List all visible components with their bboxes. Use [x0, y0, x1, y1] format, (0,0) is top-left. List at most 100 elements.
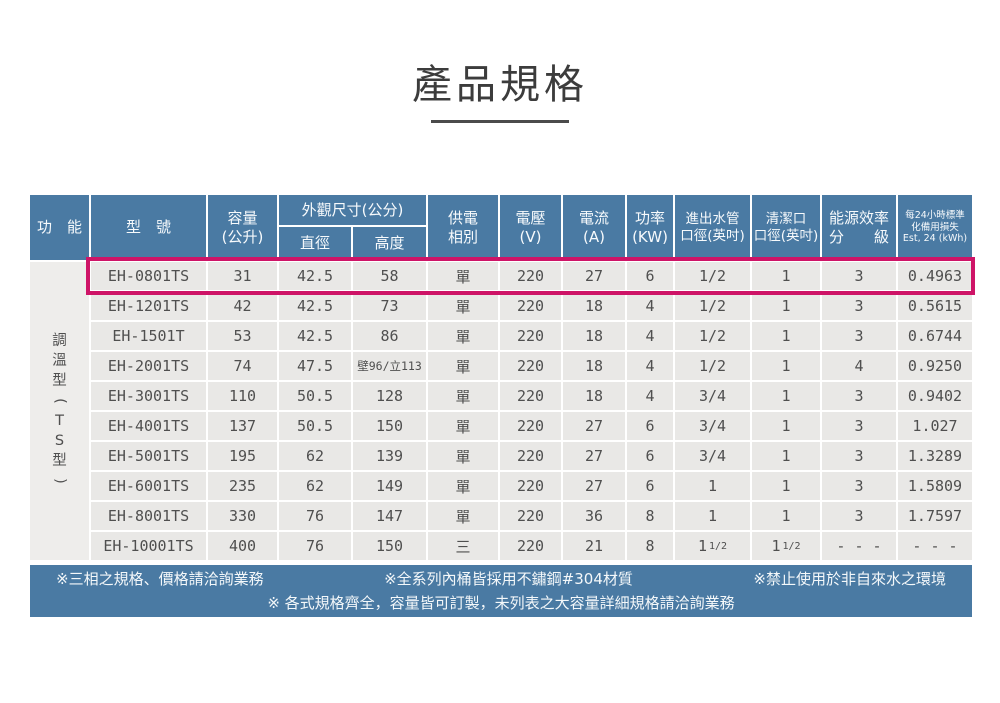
cell-standby: 0.4963 [898, 262, 972, 290]
cell-height: 150 [353, 532, 426, 560]
header-voltage-line2: (V) [519, 227, 542, 246]
cell-current: 36 [563, 502, 625, 530]
cell-clean: 1 [752, 472, 820, 500]
cell-energy: 3 [822, 412, 896, 440]
cell-inlet: 1/2 [675, 352, 750, 380]
cell-capacity: 74 [208, 352, 277, 380]
header-clean-line2: 口徑(英吋) [753, 227, 819, 244]
cell-voltage: 220 [500, 442, 561, 470]
cell-voltage: 220 [500, 292, 561, 320]
header-standby-line1: 每24小時標準 [905, 210, 965, 222]
cell-power: 4 [627, 322, 673, 350]
cell-current: 18 [563, 382, 625, 410]
cell-clean: 1 1/2 [752, 532, 820, 560]
cell-diameter: 76 [279, 502, 351, 530]
cell-energy: 3 [822, 442, 896, 470]
cell-diameter: 42.5 [279, 262, 351, 290]
cell-capacity: 53 [208, 322, 277, 350]
cell-height: 73 [353, 292, 426, 320]
cell-current: 18 [563, 292, 625, 320]
cell-inlet: 1/2 [675, 262, 750, 290]
cell-capacity: 137 [208, 412, 277, 440]
cell-energy: - - - [822, 532, 896, 560]
function-group-char: 調 [52, 333, 67, 349]
cell-diameter: 42.5 [279, 322, 351, 350]
header-dimensions-group: 外觀尺寸(公分) [279, 195, 426, 225]
cell-model: EH-3001TS [91, 382, 206, 410]
cell-model: EH-1201TS [91, 292, 206, 320]
function-group-char: T [55, 413, 64, 429]
cell-voltage: 220 [500, 472, 561, 500]
cell-phase: 單 [428, 352, 498, 380]
cell-standby: 0.5615 [898, 292, 972, 320]
cell-current: 27 [563, 442, 625, 470]
cell-inlet: 1 1/2 [675, 532, 750, 560]
header-diameter: 直徑 [279, 227, 351, 260]
cell-power: 8 [627, 502, 673, 530]
cell-inlet: 1 [675, 502, 750, 530]
cell-diameter: 42.5 [279, 292, 351, 320]
function-group-cell: 調溫型(T S 型) [30, 262, 89, 560]
header-current-line1: 電流 [578, 208, 609, 227]
cell-diameter: 62 [279, 472, 351, 500]
header-phase: 供電 相別 [428, 195, 498, 260]
cell-standby: 1.7597 [898, 502, 972, 530]
cell-model: EH-1501T [91, 322, 206, 350]
cell-clean: 1 [752, 382, 820, 410]
cell-height: 150 [353, 412, 426, 440]
note-stainless: ※全系列內桶皆採用不鏽鋼#304材質 [384, 570, 633, 588]
cell-voltage: 220 [500, 382, 561, 410]
cell-clean: 1 [752, 442, 820, 470]
cell-diameter: 76 [279, 532, 351, 560]
cell-inlet: 3/4 [675, 442, 750, 470]
cell-voltage: 220 [500, 532, 561, 560]
header-voltage: 電壓 (V) [500, 195, 561, 260]
cell-height: 86 [353, 322, 426, 350]
cell-energy: 3 [822, 382, 896, 410]
function-group-char: ) [51, 478, 68, 484]
cell-current: 18 [563, 322, 625, 350]
cell-clean: 1 [752, 502, 820, 530]
cell-height: 139 [353, 442, 426, 470]
cell-energy: 4 [822, 352, 896, 380]
cell-clean: 1 [752, 322, 820, 350]
cell-diameter: 50.5 [279, 412, 351, 440]
cell-standby: - - - [898, 532, 972, 560]
cell-model: EH-8001TS [91, 502, 206, 530]
cell-energy: 3 [822, 262, 896, 290]
cell-height: 58 [353, 262, 426, 290]
cell-phase: 單 [428, 502, 498, 530]
cell-power: 8 [627, 532, 673, 560]
header-standby-line3: Est, 24 (kWh) [902, 233, 968, 245]
cell-current: 21 [563, 532, 625, 560]
cell-standby: 0.6744 [898, 322, 972, 350]
function-group-char: S [54, 433, 65, 449]
function-group-char: ( [51, 398, 68, 404]
cell-standby: 1.3289 [898, 442, 972, 470]
note-water-restriction: ※禁止使用於非自來水之環境 [753, 570, 946, 588]
cell-height: 149 [353, 472, 426, 500]
header-standby-line2: 化備用損失 [911, 221, 959, 233]
cell-clean: 1 [752, 262, 820, 290]
header-power-line1: 功率 [634, 208, 665, 227]
cell-voltage: 220 [500, 412, 561, 440]
spec-table: 功 能 型 號 容量 (公升) 外觀尺寸(公分) 直徑 高度 供電 相別 電壓 … [30, 195, 972, 560]
page-title: 產品規格 [412, 62, 588, 108]
cell-voltage: 220 [500, 262, 561, 290]
cell-diameter: 47.5 [279, 352, 351, 380]
cell-current: 27 [563, 262, 625, 290]
cell-power: 6 [627, 412, 673, 440]
cell-inlet: 1/2 [675, 322, 750, 350]
header-inlet-line1: 進出水管 [685, 210, 740, 227]
header-function: 功 能 [30, 195, 89, 260]
cell-inlet: 1 [675, 472, 750, 500]
function-group-char: 型 [52, 373, 67, 389]
header-phase-line1: 供電 [447, 208, 478, 227]
cell-capacity: 330 [208, 502, 277, 530]
cell-capacity: 400 [208, 532, 277, 560]
header-inlet-outlet: 進出水管 口徑(英吋) [675, 195, 750, 260]
cell-standby: 1.5809 [898, 472, 972, 500]
cell-capacity: 110 [208, 382, 277, 410]
header-capacity-line2: (公升) [221, 227, 264, 246]
